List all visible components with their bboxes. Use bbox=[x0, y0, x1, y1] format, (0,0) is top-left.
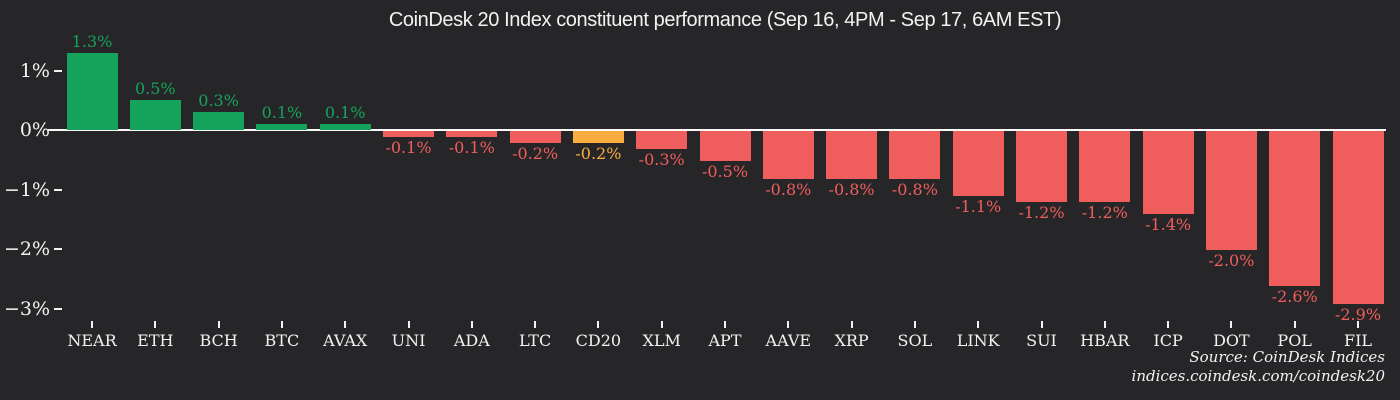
bar-value-label-xlm: -0.3% bbox=[638, 149, 685, 169]
x-tick-mark bbox=[724, 321, 726, 328]
x-tick-mark bbox=[217, 321, 220, 328]
x-tick-label-icp: ICP bbox=[1153, 331, 1183, 350]
bar-value-label-link: -1.1% bbox=[955, 197, 1002, 217]
y-tick-label: 1% bbox=[19, 59, 50, 82]
x-tick-mark bbox=[470, 321, 473, 328]
bar-value-label-bch: 0.3% bbox=[198, 91, 239, 111]
x-tick-label-aave: AAVE bbox=[765, 331, 812, 350]
bar-value-label-aave: -0.8% bbox=[765, 179, 812, 199]
x-tick-mark bbox=[1293, 321, 1296, 328]
x-tick-mark bbox=[1103, 321, 1106, 328]
bar-bch bbox=[193, 112, 245, 130]
bar-value-label-sui: -1.2% bbox=[1018, 203, 1065, 223]
bar-aave bbox=[762, 131, 814, 179]
x-tick-label-fil: FIL bbox=[1343, 331, 1373, 350]
x-tick-label-ada: ADA bbox=[453, 331, 490, 350]
x-tick-mark bbox=[850, 321, 853, 328]
x-tick-mark bbox=[597, 321, 600, 328]
x-tick-mark bbox=[660, 321, 663, 328]
bar-value-label-ada: -0.1% bbox=[448, 137, 495, 157]
bar-value-label-hbar: -1.2% bbox=[1081, 203, 1128, 223]
y-tick-label: −1% bbox=[3, 178, 50, 201]
x-tick-label-bch: BCH bbox=[199, 331, 238, 350]
source-line: Source: CoinDesk Indices bbox=[1189, 348, 1385, 366]
x-tick-label-ltc: LTC bbox=[518, 331, 552, 350]
x-tick-label-uni: UNI bbox=[391, 331, 426, 350]
y-tick-mark bbox=[54, 307, 62, 310]
x-tick-label-cd20: CD20 bbox=[575, 331, 622, 350]
bar-value-label-xrp: -0.8% bbox=[828, 179, 875, 199]
bar-btc bbox=[256, 124, 308, 130]
bar-value-label-sol: -0.8% bbox=[891, 179, 938, 199]
x-tick-mark bbox=[913, 321, 916, 328]
bar-value-label-btc: 0.1% bbox=[261, 103, 303, 123]
bar-xrp bbox=[826, 131, 878, 179]
bar-ltc bbox=[509, 131, 561, 143]
x-tick-mark bbox=[1167, 321, 1170, 328]
x-tick-label-link: LINK bbox=[956, 331, 1000, 350]
y-tick-label: −2% bbox=[3, 238, 50, 260]
bar-avax bbox=[319, 124, 371, 130]
source-attribution: Source: CoinDesk Indices indices.coindes… bbox=[885, 348, 1385, 386]
bar-sol bbox=[889, 131, 941, 179]
x-tick-mark bbox=[154, 321, 157, 328]
x-tick-label-eth: ETH bbox=[137, 331, 174, 350]
y-tick-mark bbox=[54, 188, 62, 191]
bar-value-label-cd20: -0.2% bbox=[575, 143, 622, 163]
bar-sui bbox=[1016, 131, 1067, 203]
bar-fil bbox=[1332, 131, 1384, 304]
x-tick-mark bbox=[344, 321, 347, 328]
zero-baseline bbox=[48, 129, 1386, 131]
x-tick-label-xrp: XRP bbox=[834, 331, 869, 350]
bar-icp bbox=[1142, 131, 1194, 215]
bar-xlm bbox=[636, 131, 688, 149]
y-tick-mark bbox=[54, 69, 62, 72]
bar-value-label-ltc: -0.2% bbox=[512, 143, 559, 163]
bar-pol bbox=[1269, 131, 1321, 286]
bar-near bbox=[66, 52, 118, 130]
bar-value-label-eth: 0.5% bbox=[134, 79, 176, 99]
x-tick-mark bbox=[91, 321, 93, 328]
bar-ada bbox=[446, 131, 498, 137]
x-tick-mark bbox=[534, 321, 537, 328]
x-tick-label-apt: APT bbox=[708, 331, 742, 350]
bar-value-label-avax: 0.1% bbox=[324, 103, 366, 123]
x-tick-label-near: NEAR bbox=[67, 331, 117, 350]
y-tick-label: −3% bbox=[3, 297, 50, 320]
bar-apt bbox=[699, 131, 751, 161]
bar-dot bbox=[1205, 131, 1257, 250]
x-tick-label-sol: SOL bbox=[897, 331, 933, 350]
bar-hbar bbox=[1079, 131, 1131, 203]
bar-value-label-uni: -0.1% bbox=[385, 137, 432, 157]
x-tick-mark bbox=[1357, 321, 1359, 328]
x-tick-label-dot: DOT bbox=[1213, 331, 1250, 350]
x-tick-label-pol: POL bbox=[1277, 331, 1312, 350]
chart-title: CoinDesk 20 Index constituent performanc… bbox=[388, 9, 1062, 31]
y-tick-label: 0% bbox=[19, 119, 50, 141]
x-tick-label-btc: BTC bbox=[264, 331, 300, 350]
x-tick-label-avax: AVAX bbox=[323, 331, 368, 350]
x-tick-mark bbox=[977, 321, 980, 328]
bar-value-label-dot: -2.0% bbox=[1208, 251, 1255, 270]
bar-value-label-apt: -0.5% bbox=[701, 161, 749, 181]
source-url: indices.coindesk.com/coindesk20 bbox=[1131, 367, 1385, 385]
bar-uni bbox=[383, 131, 434, 137]
bar-value-label-near: 1.3% bbox=[71, 31, 113, 51]
bar-value-label-pol: -2.6% bbox=[1271, 286, 1318, 306]
x-tick-mark bbox=[1040, 321, 1043, 328]
bar-value-label-fil: -2.9% bbox=[1334, 304, 1382, 324]
x-tick-mark bbox=[280, 321, 283, 328]
y-tick-mark bbox=[54, 248, 62, 250]
x-tick-mark bbox=[1230, 321, 1233, 328]
bar-link bbox=[952, 131, 1004, 197]
bar-cd20 bbox=[572, 131, 624, 143]
x-tick-label-xlm: XLM bbox=[642, 331, 681, 350]
x-tick-mark bbox=[787, 321, 790, 328]
x-tick-label-hbar: HBAR bbox=[1080, 331, 1130, 350]
x-tick-mark bbox=[407, 321, 410, 328]
x-tick-label-sui: SUI bbox=[1026, 331, 1057, 350]
bar-value-label-icp: -1.4% bbox=[1145, 215, 1192, 235]
bar-eth bbox=[129, 100, 181, 130]
